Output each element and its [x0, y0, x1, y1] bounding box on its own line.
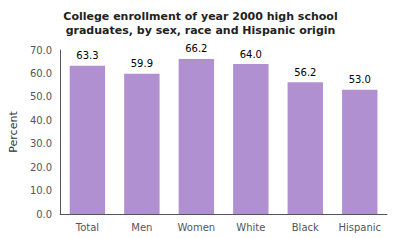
svg-text:66.2: 66.2 — [185, 43, 207, 54]
svg-text:graduates, by sex, race and Hi: graduates, by sex, race and Hispanic ori… — [66, 24, 336, 37]
svg-text:20.0: 20.0 — [30, 162, 52, 173]
svg-text:64.0: 64.0 — [240, 49, 262, 60]
svg-text:40.0: 40.0 — [30, 115, 52, 126]
svg-text:10.0: 10.0 — [30, 185, 52, 196]
svg-text:0.0: 0.0 — [36, 209, 52, 220]
svg-text:50.0: 50.0 — [30, 91, 52, 102]
svg-text:60.0: 60.0 — [30, 68, 52, 79]
svg-text:63.3: 63.3 — [76, 50, 98, 61]
svg-text:Men: Men — [131, 222, 152, 233]
svg-text:White: White — [236, 222, 265, 233]
svg-text:Percent: Percent — [7, 111, 20, 153]
svg-text:56.2: 56.2 — [294, 67, 316, 78]
svg-text:30.0: 30.0 — [30, 138, 52, 149]
svg-text:College enrollment of year 200: College enrollment of year 2000 high sch… — [63, 10, 337, 23]
svg-text:53.0: 53.0 — [349, 74, 371, 85]
svg-text:Women: Women — [178, 222, 216, 233]
svg-text:Total: Total — [75, 222, 99, 233]
svg-text:Hispanic: Hispanic — [338, 222, 381, 233]
svg-text:Black: Black — [292, 222, 319, 233]
svg-text:70.0: 70.0 — [30, 45, 52, 56]
svg-text:59.9: 59.9 — [131, 58, 153, 69]
